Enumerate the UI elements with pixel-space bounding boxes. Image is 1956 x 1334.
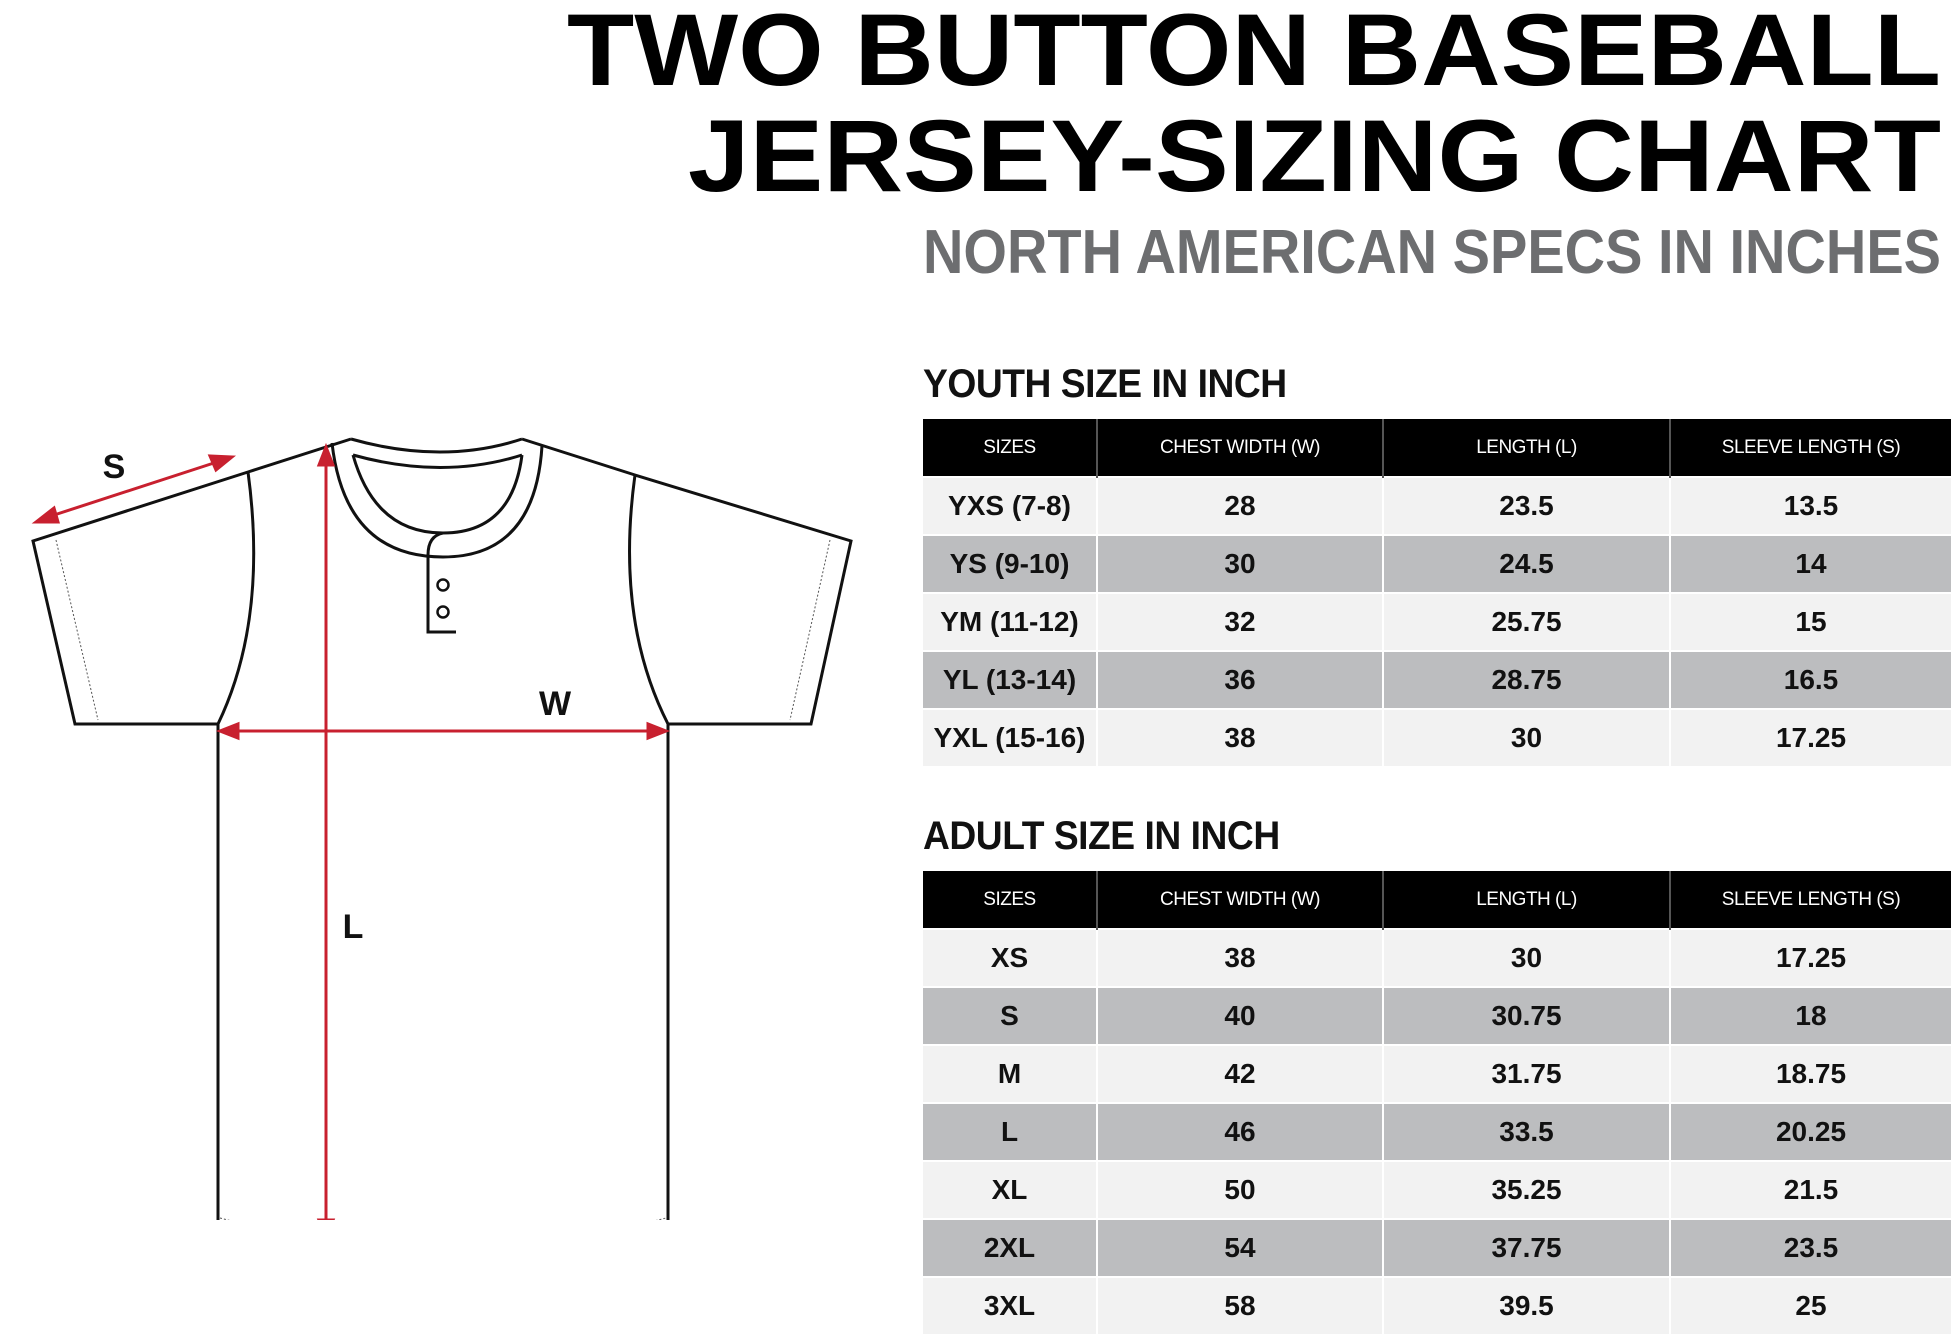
table-row: L 46 33.5 20.25	[923, 1102, 1951, 1161]
adult-table-title: ADULT SIZE IN INCH	[923, 814, 1280, 858]
value-cell: 13.5	[1670, 476, 1951, 535]
value-cell: 31.75	[1383, 1044, 1671, 1103]
jersey-outline	[31, 437, 853, 1220]
column-header: SLEEVE LENGTH (S)	[1670, 871, 1951, 929]
value-cell: 14	[1670, 534, 1951, 593]
value-cell: 42	[1097, 1044, 1384, 1103]
value-cell: 20.25	[1670, 1102, 1951, 1161]
value-cell: 35.25	[1383, 1160, 1671, 1219]
size-cell: YM (11-12)	[923, 592, 1098, 651]
column-header: SIZES	[923, 419, 1098, 477]
value-cell: 37.75	[1383, 1218, 1671, 1277]
sleeve-arrow	[47, 459, 221, 519]
column-header: CHEST WIDTH (W)	[1097, 871, 1384, 929]
column-header: SIZES	[923, 871, 1098, 929]
table-row: XL 50 35.25 21.5	[923, 1160, 1951, 1219]
value-cell: 30	[1383, 928, 1671, 987]
value-cell: 25.75	[1383, 592, 1671, 651]
value-cell: 30.75	[1383, 986, 1671, 1045]
size-cell: L	[923, 1102, 1098, 1161]
column-header: LENGTH (L)	[1383, 419, 1671, 477]
table-row: YS (9-10) 30 24.5 14	[923, 534, 1951, 593]
value-cell: 40	[1097, 986, 1384, 1045]
value-cell: 39.5	[1383, 1276, 1671, 1334]
table-header-row: SIZES CHEST WIDTH (W) LENGTH (L) SLEEVE …	[923, 419, 1951, 477]
value-cell: 18	[1670, 986, 1951, 1045]
value-cell: 30	[1383, 708, 1671, 766]
table-row: S 40 30.75 18	[923, 986, 1951, 1045]
value-cell: 23.5	[1383, 476, 1671, 535]
youth-size-table: SIZES CHEST WIDTH (W) LENGTH (L) SLEEVE …	[923, 419, 1951, 766]
table-row: YL (13-14) 36 28.75 16.5	[923, 650, 1951, 709]
value-cell: 50	[1097, 1160, 1384, 1219]
length-label: L	[343, 908, 364, 946]
value-cell: 54	[1097, 1218, 1384, 1277]
size-cell: YXL (15-16)	[923, 708, 1098, 766]
value-cell: 16.5	[1670, 650, 1951, 709]
value-cell: 17.25	[1670, 928, 1951, 987]
value-cell: 30	[1097, 534, 1384, 593]
adult-size-table: SIZES CHEST WIDTH (W) LENGTH (L) SLEEVE …	[923, 871, 1951, 1334]
value-cell: 25	[1670, 1276, 1951, 1334]
table-row: XS 38 30 17.25	[923, 928, 1951, 987]
value-cell: 36	[1097, 650, 1384, 709]
sleeve-label: S	[103, 448, 126, 486]
value-cell: 32	[1097, 592, 1384, 651]
value-cell: 28.75	[1383, 650, 1671, 709]
jersey-diagram: S W L	[31, 437, 853, 1220]
size-cell: M	[923, 1044, 1098, 1103]
size-cell: XS	[923, 928, 1098, 987]
value-cell: 38	[1097, 928, 1384, 987]
table-row: M 42 31.75 18.75	[923, 1044, 1951, 1103]
size-cell: 2XL	[923, 1218, 1098, 1277]
value-cell: 24.5	[1383, 534, 1671, 593]
value-cell: 58	[1097, 1276, 1384, 1334]
value-cell: 23.5	[1670, 1218, 1951, 1277]
value-cell: 18.75	[1670, 1044, 1951, 1103]
table-row: YM (11-12) 32 25.75 15	[923, 592, 1951, 651]
value-cell: 17.25	[1670, 708, 1951, 766]
size-cell: 3XL	[923, 1276, 1098, 1334]
value-cell: 28	[1097, 476, 1384, 535]
value-cell: 46	[1097, 1102, 1384, 1161]
table-row: 2XL 54 37.75 23.5	[923, 1218, 1951, 1277]
table-row: YXL (15-16) 38 30 17.25	[923, 708, 1951, 766]
size-cell: YL (13-14)	[923, 650, 1098, 709]
column-header: SLEEVE LENGTH (S)	[1670, 419, 1951, 477]
youth-table-title: YOUTH SIZE IN INCH	[923, 362, 1287, 406]
header: TWO BUTTON BASEBALL JERSEY-SIZING CHART …	[567, 0, 1941, 287]
table-row: YXS (7-8) 28 23.5 13.5	[923, 476, 1951, 535]
subtitle: NORTH AMERICAN SPECS IN INCHES	[923, 218, 1941, 287]
title-line1: TWO BUTTON BASEBALL	[567, 0, 1941, 107]
value-cell: 21.5	[1670, 1160, 1951, 1219]
table-header-row: SIZES CHEST WIDTH (W) LENGTH (L) SLEEVE …	[923, 871, 1951, 929]
column-header: CHEST WIDTH (W)	[1097, 419, 1384, 477]
column-header: LENGTH (L)	[1383, 871, 1671, 929]
value-cell: 38	[1097, 708, 1384, 766]
width-label: W	[539, 685, 572, 723]
value-cell: 15	[1670, 592, 1951, 651]
size-cell: YXS (7-8)	[923, 476, 1098, 535]
size-cell: S	[923, 986, 1098, 1045]
size-cell: YS (9-10)	[923, 534, 1098, 593]
title-line2: JERSEY-SIZING CHART	[688, 99, 1941, 213]
value-cell: 33.5	[1383, 1102, 1671, 1161]
table-row: 3XL 58 39.5 25	[923, 1276, 1951, 1334]
size-cell: XL	[923, 1160, 1098, 1219]
